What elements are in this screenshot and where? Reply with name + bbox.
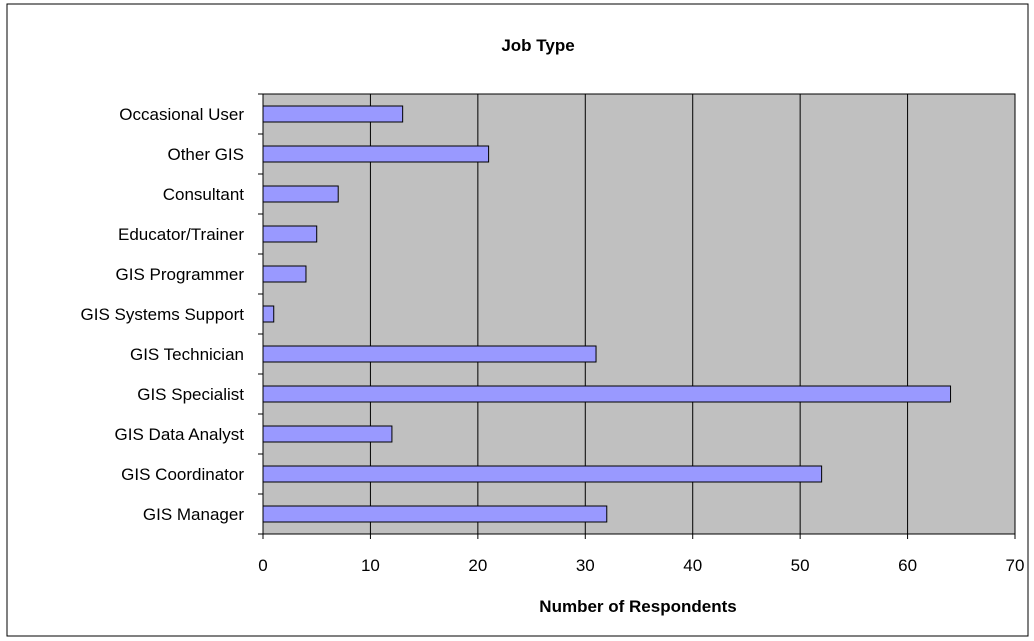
category-label: Consultant [163, 185, 245, 204]
x-axis-title: Number of Respondents [539, 597, 736, 616]
category-label: Occasional User [119, 105, 244, 124]
x-tick-label: 30 [576, 556, 595, 575]
bar [262, 465, 823, 483]
plot-background [262, 93, 1016, 535]
x-tick-label: 20 [468, 556, 487, 575]
chart-title: Job Type [501, 36, 574, 55]
y-axis-category-labels: GIS Manager GIS Coordinator GIS Data Analy… [81, 105, 245, 524]
category-label: GIS Specialist [137, 385, 244, 404]
x-tick-label: 70 [1006, 556, 1025, 575]
bar [262, 305, 275, 323]
category-label: Educator/Trainer [118, 225, 244, 244]
category-label: GIS Manager [143, 505, 244, 524]
category-label: GIS Coordinator [121, 465, 244, 484]
bar [262, 225, 318, 243]
category-label: GIS Data Analyst [115, 425, 245, 444]
category-label: GIS Systems Support [81, 305, 245, 324]
bar [262, 345, 597, 363]
bar [262, 145, 490, 163]
bar [262, 505, 608, 523]
bar [262, 185, 339, 203]
plot-area [258, 93, 1016, 539]
bar [262, 105, 404, 123]
x-tick-label: 40 [683, 556, 702, 575]
bar [262, 265, 307, 283]
x-tick-label: 50 [791, 556, 810, 575]
x-axis-tick-labels: 0 10 20 30 40 50 60 70 [258, 556, 1024, 575]
category-label: Other GIS [167, 145, 244, 164]
category-label: GIS Programmer [116, 265, 245, 284]
category-label: GIS Technician [130, 345, 244, 364]
x-tick-label: 60 [898, 556, 917, 575]
x-tick-label: 0 [258, 556, 267, 575]
bar [262, 385, 952, 403]
bar [262, 425, 393, 443]
x-tick-label: 10 [361, 556, 380, 575]
